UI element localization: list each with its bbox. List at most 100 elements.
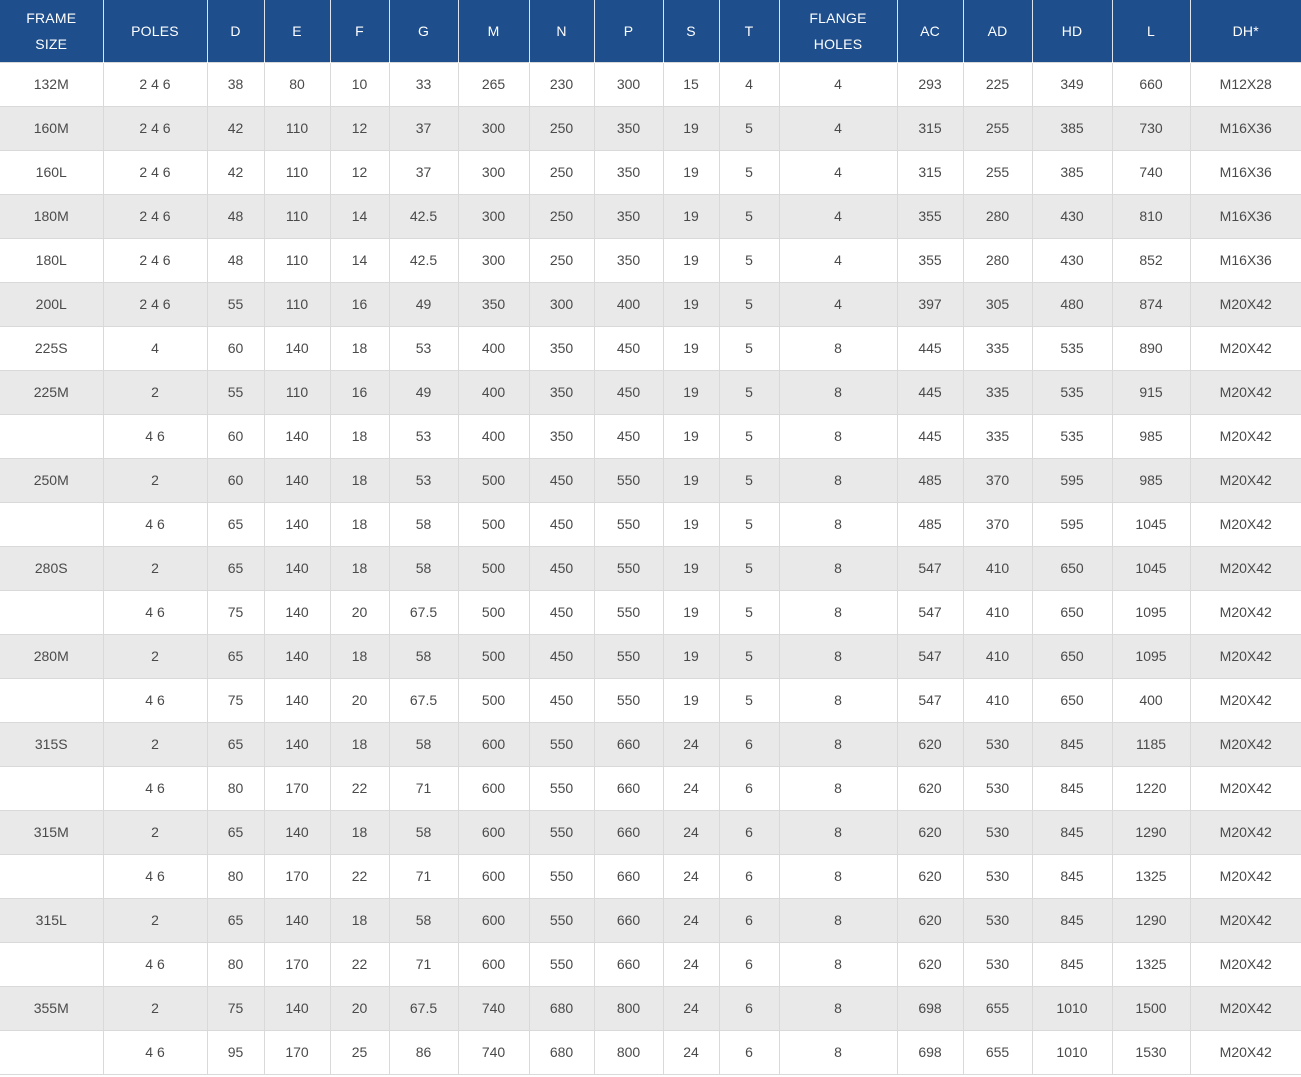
table-cell: 1095 <box>1111 633 1191 679</box>
table-cell: 60 <box>206 413 265 459</box>
table-cell: 4 6 <box>102 501 208 547</box>
frame-size-cell: 355M <box>0 985 104 1031</box>
table-cell: 48 <box>206 193 265 239</box>
table-cell: 22 <box>329 941 390 987</box>
table-cell: 6 <box>718 1029 780 1075</box>
table-cell: 24 <box>662 721 720 767</box>
frame-size-cell: 160M <box>0 105 104 151</box>
frame-size-cell: 280M <box>0 633 104 679</box>
table-cell: 530 <box>962 721 1033 767</box>
column-header-l: L <box>1111 0 1190 62</box>
table-cell: 698 <box>896 985 964 1031</box>
table-cell: 500 <box>457 677 530 723</box>
column-header-t: T <box>718 0 779 62</box>
table-row: 4 6 60 140 18 53 400 350 450 19 5 8 445 335 535 985 M20… <box>0 413 1301 459</box>
table-cell: 110 <box>263 237 331 283</box>
table-cell: 650 <box>1031 677 1113 723</box>
frame-size-cell <box>0 677 104 723</box>
table-cell: 18 <box>329 457 390 503</box>
table-cell: 37 <box>388 149 459 195</box>
table-cell: 65 <box>206 545 265 591</box>
table-row: 225S 4 60 140 18 53 400 350 450 19 5 8 445 335 535 890 M… <box>0 325 1301 371</box>
table-cell: 170 <box>263 765 331 811</box>
table-cell: 8 <box>778 545 898 591</box>
table-cell: 620 <box>896 809 964 855</box>
table-cell: 65 <box>206 721 265 767</box>
table-cell: M16X36 <box>1189 237 1301 283</box>
table-cell: 18 <box>329 325 390 371</box>
table-cell: 1500 <box>1111 985 1191 1031</box>
table-cell: 80 <box>206 853 265 899</box>
table-cell: 170 <box>263 1029 331 1075</box>
table-cell: 370 <box>962 457 1033 503</box>
table-cell: 280 <box>962 237 1033 283</box>
table-cell: 18 <box>329 897 390 943</box>
table-cell: 55 <box>206 369 265 415</box>
table-cell: 500 <box>457 501 530 547</box>
table-cell: 385 <box>1031 149 1113 195</box>
table-cell: 335 <box>962 413 1033 459</box>
frame-size-cell: 280S <box>0 545 104 591</box>
table-cell: 4 <box>778 237 898 283</box>
table-cell: 660 <box>593 897 664 943</box>
table-cell: 53 <box>388 457 459 503</box>
table-cell: 110 <box>263 149 331 195</box>
table-cell: 8 <box>778 721 898 767</box>
table-cell: 8 <box>778 853 898 899</box>
table-cell: 20 <box>329 985 390 1031</box>
table-cell: 600 <box>457 897 530 943</box>
table-cell: 445 <box>896 325 964 371</box>
table-cell: 71 <box>388 941 459 987</box>
table-cell: 485 <box>896 501 964 547</box>
column-header-flange-holes: FLANGE HOLES <box>778 0 897 62</box>
table-cell: 660 <box>593 721 664 767</box>
table-cell: 140 <box>263 457 331 503</box>
table-cell: 547 <box>896 677 964 723</box>
frame-size-cell: 180M <box>0 193 104 239</box>
table-cell: 400 <box>593 281 664 327</box>
table-cell: 400 <box>457 413 530 459</box>
table-cell: 8 <box>778 413 898 459</box>
table-cell: 110 <box>263 105 331 151</box>
table-cell: 12 <box>329 105 390 151</box>
table-cell: 75 <box>206 985 265 1031</box>
table-cell: 600 <box>457 941 530 987</box>
table-cell: 350 <box>528 325 595 371</box>
table-cell: 5 <box>718 545 780 591</box>
table-cell: 24 <box>662 941 720 987</box>
frame-size-cell: 132M <box>0 61 104 107</box>
table-cell: 140 <box>263 677 331 723</box>
table-cell: 6 <box>718 941 780 987</box>
table-cell: 1185 <box>1111 721 1191 767</box>
table-cell: 65 <box>206 633 265 679</box>
table-cell: 71 <box>388 853 459 899</box>
frame-size-cell <box>0 853 104 899</box>
column-header-dh: DH* <box>1189 0 1301 62</box>
table-cell: 740 <box>457 1029 530 1075</box>
frame-size-cell: 315L <box>0 897 104 943</box>
table-cell: 22 <box>329 853 390 899</box>
table-cell: 600 <box>457 853 530 899</box>
table-cell: 4 6 <box>102 413 208 459</box>
table-cell: 485 <box>896 457 964 503</box>
table-cell: 22 <box>329 765 390 811</box>
table-cell: 2 4 6 <box>102 237 208 283</box>
frame-size-cell <box>0 501 104 547</box>
frame-size-cell <box>0 765 104 811</box>
table-cell: 655 <box>962 1029 1033 1075</box>
table-cell: 110 <box>263 369 331 415</box>
table-cell: 550 <box>593 457 664 503</box>
table-cell: 660 <box>593 765 664 811</box>
table-cell: M20X42 <box>1189 589 1301 635</box>
table-cell: 16 <box>329 369 390 415</box>
table-cell: 110 <box>263 193 331 239</box>
table-cell: 15 <box>662 61 720 107</box>
table-cell: M20X42 <box>1189 633 1301 679</box>
table-cell: 890 <box>1111 325 1191 371</box>
table-cell: 400 <box>1111 677 1191 723</box>
frame-size-cell: 315S <box>0 721 104 767</box>
table-cell: 24 <box>662 809 720 855</box>
table-cell: 2 4 6 <box>102 105 208 151</box>
table-cell: 4 <box>778 281 898 327</box>
